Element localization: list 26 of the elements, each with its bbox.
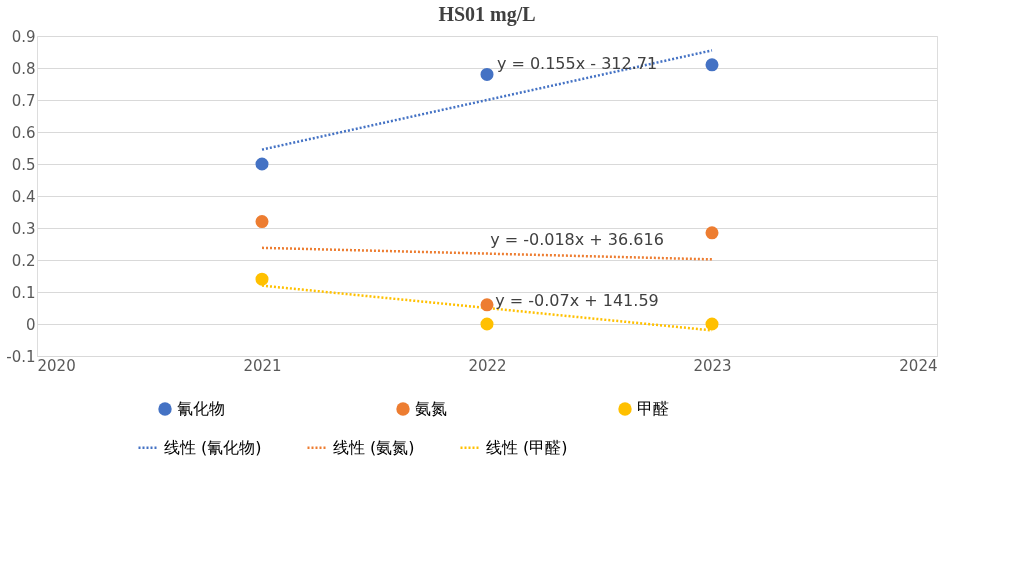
chart-title: HS01 mg/L — [438, 3, 536, 26]
x-tick-label: 2021 — [243, 356, 282, 375]
y-tick-label: 0.1 — [11, 283, 36, 302]
y-tick-label: 0.3 — [11, 219, 36, 238]
legend-label: 甲醛 — [637, 399, 669, 418]
y-tick-label: 0 — [25, 315, 36, 334]
x-tick-label: 2022 — [468, 356, 507, 375]
annotation: y = -0.018x + 36.616 — [490, 229, 664, 249]
x-tick-label: 2020 — [37, 356, 76, 375]
x-tick-label: 2023 — [693, 356, 732, 375]
legend-label: 线性 (氰化物) — [164, 437, 262, 457]
y-tick-label: 0.5 — [11, 155, 36, 174]
annotation: y = -0.07x + 141.59 — [495, 290, 659, 310]
legend-label: 氨氮 — [415, 399, 447, 418]
legend-label: 线性 (氨氮) — [333, 437, 415, 457]
y-tick-label: 0.8 — [11, 59, 36, 78]
legend-label: 线性 (甲醛) — [486, 437, 568, 457]
y-tick-label: 0.9 — [11, 27, 36, 46]
y-tick-label: 0.4 — [11, 187, 36, 206]
y-tick-label: 0.6 — [11, 123, 36, 142]
x-tick-label: 2024 — [899, 356, 938, 375]
y-tick-label: 0.2 — [11, 251, 36, 270]
y-tick-label: 0.7 — [11, 91, 36, 110]
legend-label: 氰化物 — [177, 399, 225, 418]
y-tick-label: -0.1 — [6, 347, 36, 366]
annotation: y = 0.155x - 312.71 — [496, 54, 658, 74]
